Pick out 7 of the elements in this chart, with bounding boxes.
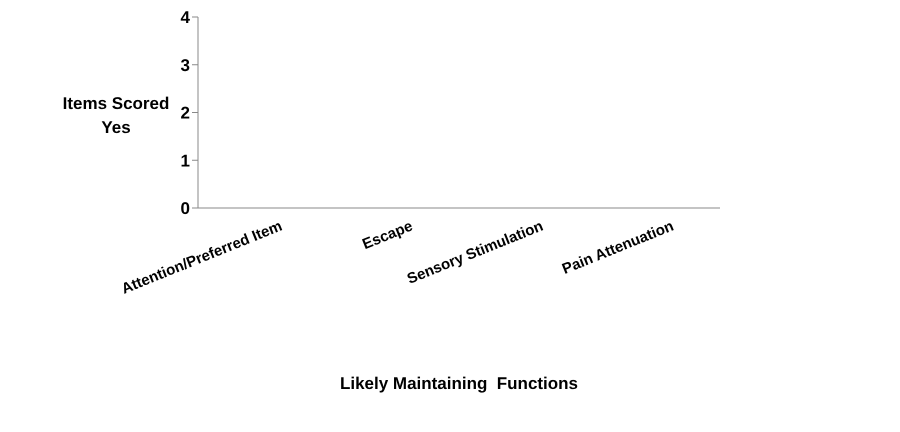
y-tick-label: 0 bbox=[180, 199, 190, 218]
y-tick-label: 3 bbox=[180, 56, 190, 75]
y-tick-label: 4 bbox=[180, 8, 191, 28]
y-tick-label: 2 bbox=[180, 104, 190, 123]
y-axis-title: Items Scored Yes bbox=[62, 93, 170, 139]
y-tick-label: 1 bbox=[180, 151, 190, 170]
x-axis-title: Likely Maintaining Functions bbox=[338, 374, 580, 394]
